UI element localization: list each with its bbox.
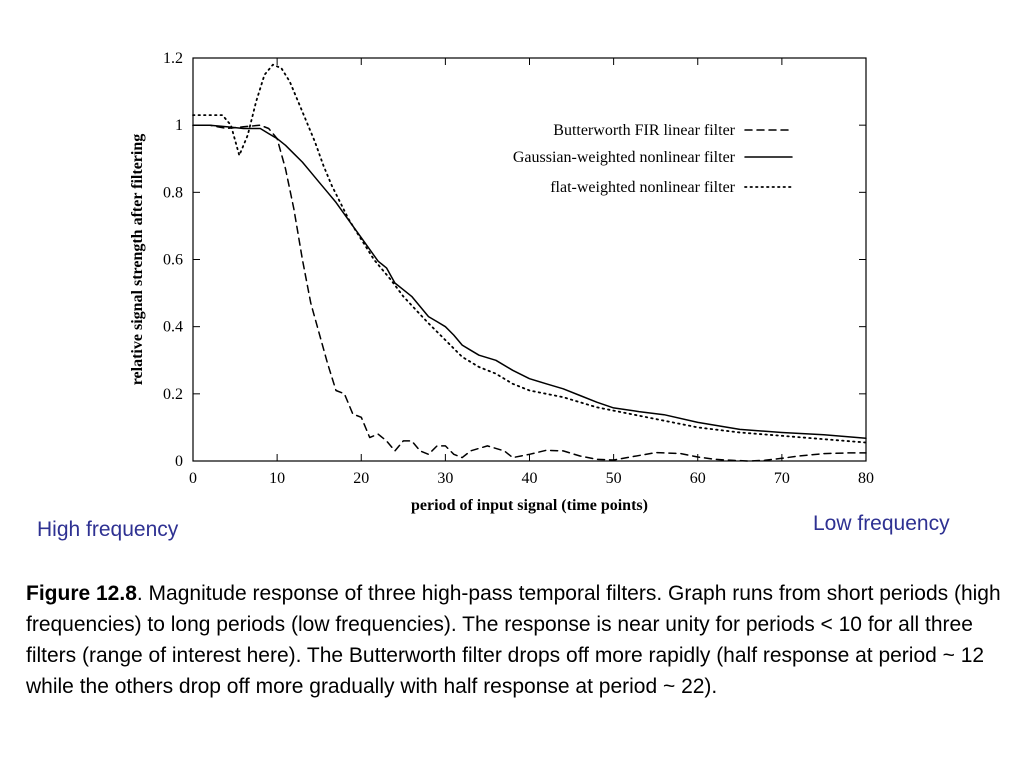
series-line-dashed bbox=[192, 124, 867, 462]
low-frequency-label: Low frequency bbox=[813, 512, 950, 535]
y-tick-label: 0.2 bbox=[163, 386, 183, 403]
series-line-solid bbox=[192, 124, 867, 439]
x-tick-label: 70 bbox=[774, 470, 790, 487]
legend-label: Gaussian-weighted nonlinear filter bbox=[513, 149, 736, 166]
y-tick-label: 0.8 bbox=[163, 184, 183, 201]
x-tick-label: 50 bbox=[606, 470, 622, 487]
figure-caption: Figure 12.8. Magnitude response of three… bbox=[26, 578, 1006, 702]
x-tick-label: 30 bbox=[437, 470, 453, 487]
x-tick-label: 10 bbox=[269, 470, 285, 487]
y-tick-label: 1 bbox=[175, 117, 183, 134]
legend: Butterworth FIR linear filter Gaussian-we… bbox=[513, 122, 793, 196]
y-tick-label: 0 bbox=[175, 453, 183, 470]
caption-text: . Magnitude response of three high-pass … bbox=[26, 582, 1001, 698]
high-frequency-label: High frequency bbox=[37, 518, 179, 541]
figure-label: Figure 12.8 bbox=[26, 582, 137, 605]
y-axis-title: relative signal strength after filtering bbox=[129, 134, 146, 386]
x-tick-label: 20 bbox=[353, 470, 369, 487]
line-chart: 0 10 20 30 40 50 60 70 80 0 0.2 0.4 0.6 0.8 1 1.2 Butte… bbox=[129, 50, 874, 514]
x-tick-label: 0 bbox=[189, 470, 197, 487]
x-axis-title: period of input signal (time points) bbox=[411, 497, 648, 514]
y-tick-label: 1.2 bbox=[163, 50, 183, 67]
series-group bbox=[192, 63, 867, 462]
y-tick-label: 0.6 bbox=[163, 252, 183, 269]
legend-label: Butterworth FIR linear filter bbox=[553, 122, 735, 139]
x-tick-label: 40 bbox=[522, 470, 538, 487]
plot-frame bbox=[192, 57, 867, 462]
legend-label: flat-weighted nonlinear filter bbox=[550, 179, 735, 196]
y-tick-label: 0.4 bbox=[163, 319, 183, 336]
axis-ticks: 0 10 20 30 40 50 60 70 80 0 0.2 0.4 0.6 0.8 1 1.2 bbox=[163, 50, 874, 487]
x-tick-label: 80 bbox=[858, 470, 874, 487]
series-line-dotted bbox=[192, 63, 867, 444]
x-tick-label: 60 bbox=[690, 470, 706, 487]
